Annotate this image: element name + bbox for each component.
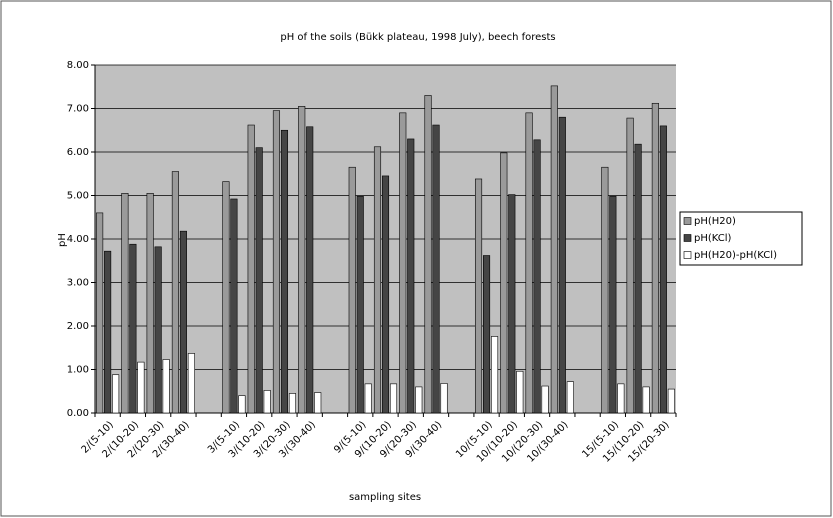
bar xyxy=(508,194,516,414)
bar xyxy=(137,361,145,414)
bar xyxy=(667,388,675,414)
bar xyxy=(112,374,120,414)
bar xyxy=(516,370,524,414)
bar xyxy=(525,112,533,414)
bar xyxy=(541,385,549,414)
bar xyxy=(407,138,415,414)
y-tick-label: 2.00 xyxy=(67,321,89,332)
bar xyxy=(550,85,558,414)
bar xyxy=(272,110,281,414)
bar xyxy=(642,386,650,414)
legend-label: pH(H20)-pH(KCl) xyxy=(694,250,777,261)
bar xyxy=(306,126,314,414)
bar xyxy=(162,359,170,414)
bar xyxy=(129,243,137,414)
bar xyxy=(187,353,195,414)
bar xyxy=(96,212,104,414)
bar xyxy=(356,196,364,414)
legend-swatch xyxy=(683,217,692,225)
legend-swatch xyxy=(683,234,692,242)
y-tick-label: 3.00 xyxy=(67,278,89,289)
bar xyxy=(298,106,306,414)
bar xyxy=(373,146,382,414)
bar xyxy=(389,383,398,414)
bar xyxy=(617,383,625,414)
bar xyxy=(364,383,372,414)
y-tick-label: 4.00 xyxy=(67,234,89,245)
bar xyxy=(314,392,322,414)
y-axis-label: pH xyxy=(57,233,68,247)
bar xyxy=(566,381,574,414)
legend-label: pH(H20) xyxy=(694,216,736,227)
chart-title: pH of the soils (Bükk plateau, 1998 July… xyxy=(280,32,555,43)
bar xyxy=(104,250,112,414)
y-tick-label: 1.00 xyxy=(67,365,89,376)
bar xyxy=(651,102,659,414)
bar xyxy=(263,390,271,414)
legend-swatch xyxy=(683,251,692,259)
bar xyxy=(659,125,667,414)
y-tick-label: 7.00 xyxy=(67,104,89,115)
bar xyxy=(482,255,491,414)
bar xyxy=(609,196,617,414)
y-tick-label: 5.00 xyxy=(67,191,89,202)
bar xyxy=(154,246,162,414)
bar xyxy=(222,181,230,414)
bar xyxy=(280,129,289,414)
bar xyxy=(146,193,154,414)
y-tick-label: 6.00 xyxy=(67,147,89,158)
bar xyxy=(238,395,246,414)
bar xyxy=(490,336,499,414)
bar xyxy=(626,117,634,414)
bar xyxy=(399,112,407,414)
bar xyxy=(230,198,238,414)
bar xyxy=(415,386,423,414)
bar xyxy=(171,171,179,414)
bar xyxy=(432,124,440,414)
bar xyxy=(424,95,432,414)
bar xyxy=(533,139,541,414)
bar xyxy=(601,166,609,414)
bar xyxy=(348,166,356,414)
bar xyxy=(634,143,642,414)
bar xyxy=(288,393,297,414)
y-tick-label: 8.00 xyxy=(67,60,89,71)
x-axis-label: sampling sites xyxy=(349,492,421,503)
bar xyxy=(255,147,263,414)
bar xyxy=(558,116,566,414)
bar xyxy=(500,152,508,414)
legend-box xyxy=(679,211,803,266)
bar xyxy=(381,175,390,414)
bar xyxy=(247,124,255,414)
bar xyxy=(179,230,187,414)
bar xyxy=(474,178,483,414)
y-tick-label: 0.00 xyxy=(67,408,89,419)
bar xyxy=(121,193,129,414)
bar xyxy=(440,383,448,414)
legend-label: pH(KCl) xyxy=(694,233,732,244)
